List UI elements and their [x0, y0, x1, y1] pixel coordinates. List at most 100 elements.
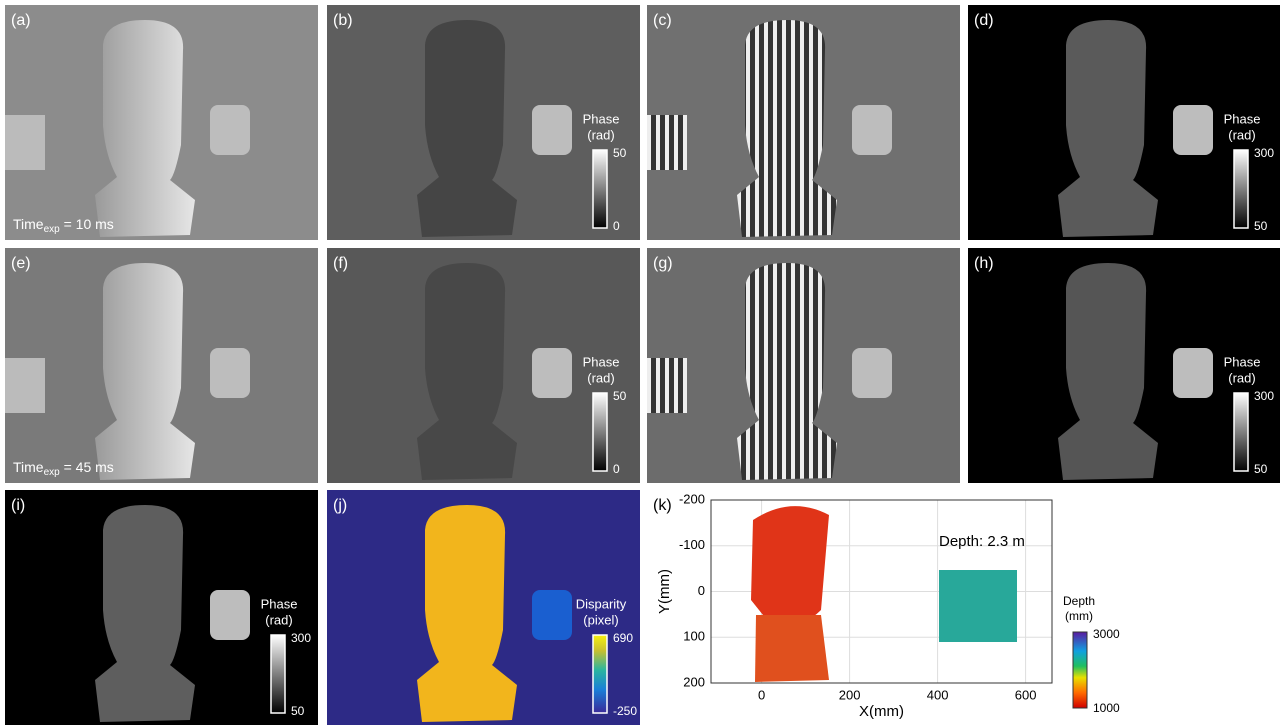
x-tick-label: 200: [839, 687, 861, 702]
colorbar-title: Phase: [1224, 354, 1261, 369]
y-tick-label: -200: [679, 491, 705, 506]
head-shape: [737, 263, 837, 480]
colorbar-title: Depth: [1063, 594, 1095, 608]
x-tick-label: 400: [927, 687, 949, 702]
colorbar-min: 50: [1254, 219, 1268, 233]
colorbar-title: (rad): [587, 127, 614, 142]
colorbar: [1073, 632, 1087, 708]
colorbar-min: -250: [613, 704, 637, 718]
y-tick-label: 0: [698, 583, 705, 598]
colorbar-max: 300: [291, 631, 311, 645]
colorbar-title: Phase: [583, 111, 620, 126]
colorbar: [593, 150, 607, 228]
x-tick-label: 0: [758, 687, 765, 702]
panel: (g): [647, 248, 960, 483]
figure: (a)Timeexp = 10 ms(b)Phase(rad)500(c)(d)…: [0, 0, 1280, 725]
exposure-rest: = 45 ms: [60, 459, 114, 475]
head-shape: [417, 505, 517, 722]
colorbar-title: (mm): [1065, 609, 1093, 623]
object-shape: [1173, 348, 1213, 398]
object-shape: [1173, 105, 1213, 155]
exposure-rest: = 10 ms: [60, 216, 114, 232]
head-shape: [417, 263, 517, 480]
head-shape: [417, 20, 517, 237]
colorbar-title: Phase: [261, 596, 298, 611]
panel: (e) Timeexp = 45 ms: [5, 248, 318, 483]
y-tick-label: 200: [683, 674, 705, 689]
object-shape: [210, 590, 250, 640]
panel-label: (e): [11, 255, 31, 272]
x-axis-label: X(mm): [859, 703, 904, 720]
colorbar-min: 50: [291, 704, 305, 718]
panel: (j) Disparity(pixel) 690 -250: [327, 490, 640, 725]
object-shape: [210, 105, 250, 155]
exposure-main: Time: [13, 459, 44, 475]
colorbar: [593, 635, 607, 713]
colorbar: [271, 635, 285, 713]
head-shape: [1058, 20, 1158, 237]
colorbar: [1234, 150, 1248, 228]
neck-pointcloud: [755, 615, 829, 682]
panel: (c): [647, 5, 960, 240]
panel: (b) Phase(rad) 50 0: [327, 5, 640, 240]
colorbar-title: (rad): [587, 370, 614, 385]
panel-label: (i): [11, 497, 25, 514]
colorbar-min: 0: [613, 462, 620, 476]
panel-label: (f): [333, 255, 348, 272]
colorbar-max: 690: [613, 631, 633, 645]
background-object: [5, 115, 45, 170]
panel-label: (d): [974, 12, 994, 29]
colorbar-title: Phase: [1224, 111, 1261, 126]
colorbar-max: 50: [613, 146, 627, 160]
panel-label: (a): [11, 12, 31, 29]
object-shape: [852, 348, 892, 398]
background-object: [647, 115, 687, 170]
y-tick-label: 100: [683, 629, 705, 644]
panel-label: (c): [653, 12, 672, 29]
head-shape: [95, 20, 195, 237]
colorbar-min: 50: [1254, 462, 1268, 476]
panel-label: (j): [333, 497, 347, 514]
face-pointcloud: [751, 506, 829, 626]
exposure-sub: exp: [44, 224, 61, 235]
colorbar-title: (rad): [265, 612, 292, 627]
colorbar-title: Disparity: [576, 596, 627, 611]
colorbar-title: Phase: [583, 354, 620, 369]
colorbar-min: 1000: [1093, 701, 1120, 715]
colorbar-max: 300: [1254, 146, 1274, 160]
head-shape: [737, 20, 837, 237]
exposure-sub: exp: [44, 467, 61, 478]
colorbar: [593, 393, 607, 471]
object-shape: [852, 105, 892, 155]
colorbar-max: 3000: [1093, 627, 1120, 641]
panel: (d) Phase(rad) 300 50: [968, 5, 1280, 240]
panel: (i) Phase(rad) 300 50: [5, 490, 318, 725]
object-shape: [210, 348, 250, 398]
object-shape: [532, 105, 572, 155]
depth-annotation: Depth: 2.3 m: [939, 533, 1025, 550]
colorbar-max: 50: [613, 389, 627, 403]
object-shape: [532, 348, 572, 398]
panel-label: (b): [333, 12, 353, 29]
head-shape: [95, 263, 195, 480]
y-tick-label: -100: [679, 537, 705, 552]
panel-label: (h): [974, 255, 994, 272]
colorbar-max: 300: [1254, 389, 1274, 403]
object-pointcloud: [939, 570, 1017, 642]
colorbar-min: 0: [613, 219, 620, 233]
colorbar-title: (rad): [1228, 370, 1255, 385]
panel-label: (k): [653, 497, 672, 514]
panel: (h) Phase(rad) 300 50: [968, 248, 1280, 483]
y-axis-label: Y(mm): [656, 569, 673, 614]
background-object: [5, 358, 45, 413]
background-object: [647, 358, 687, 413]
colorbar: [1234, 393, 1248, 471]
panel: (f) Phase(rad) 50 0: [327, 248, 640, 483]
object-shape: [532, 590, 572, 640]
panel: (a) Timeexp = 10 ms: [5, 5, 318, 240]
exposure-main: Time: [13, 216, 44, 232]
panel-label: (g): [653, 255, 673, 272]
colorbar-title: (pixel): [583, 612, 618, 627]
colorbar-title: (rad): [1228, 127, 1255, 142]
